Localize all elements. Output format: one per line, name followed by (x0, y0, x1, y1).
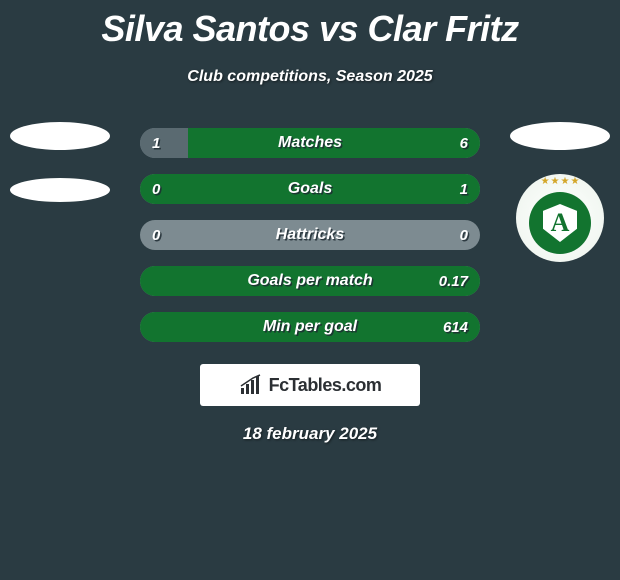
stat-label: Matches (278, 134, 342, 152)
left-logo-column (10, 122, 110, 202)
stat-right-value: 0.17 (439, 273, 468, 290)
brand-chart-icon (239, 374, 265, 396)
stat-right-value: 0 (460, 227, 468, 244)
stat-bar: 1 Matches 6 (140, 128, 480, 158)
bar-fill-left (140, 128, 188, 158)
stat-right-value: 1 (460, 181, 468, 198)
stat-bar: 0 Hattricks 0 (140, 220, 480, 250)
page-title: Silva Santos vs Clar Fritz (0, 0, 620, 50)
crest-shield-icon: A (543, 204, 577, 242)
crest-stars-icon: ★★★★ (541, 176, 580, 187)
right-logo-column: ★★★★ A (510, 122, 610, 262)
stat-label: Min per goal (263, 318, 357, 336)
stat-left-value: 1 (152, 135, 160, 152)
date-text: 18 february 2025 (0, 424, 620, 444)
stat-bar: 0 Goals 1 (140, 174, 480, 204)
stat-bar: Goals per match 0.17 (140, 266, 480, 296)
comparison-main: ★★★★ A 1 Matches 6 0 Goals 1 0 Hattricks 0 Goals … (0, 128, 620, 342)
player-left-logo-2 (10, 178, 110, 202)
crest-letter: A (551, 208, 570, 238)
stat-left-value: 0 (152, 181, 160, 198)
club-crest: ★★★★ A (516, 174, 604, 262)
stat-bar: Min per goal 614 (140, 312, 480, 342)
page-subtitle: Club competitions, Season 2025 (0, 68, 620, 86)
crest-ring: A (529, 192, 591, 254)
stat-label: Goals (288, 180, 332, 198)
stat-right-value: 614 (443, 319, 468, 336)
brand-text: FcTables.com (269, 375, 382, 396)
stat-label: Hattricks (276, 226, 344, 244)
player-left-logo-1 (10, 122, 110, 150)
brand-box: FcTables.com (200, 364, 420, 406)
stat-label: Goals per match (247, 272, 372, 290)
player-right-logo-1 (510, 122, 610, 150)
stat-left-value: 0 (152, 227, 160, 244)
stat-right-value: 6 (460, 135, 468, 152)
stat-bars: 1 Matches 6 0 Goals 1 0 Hattricks 0 Goals per mat… (140, 128, 480, 342)
